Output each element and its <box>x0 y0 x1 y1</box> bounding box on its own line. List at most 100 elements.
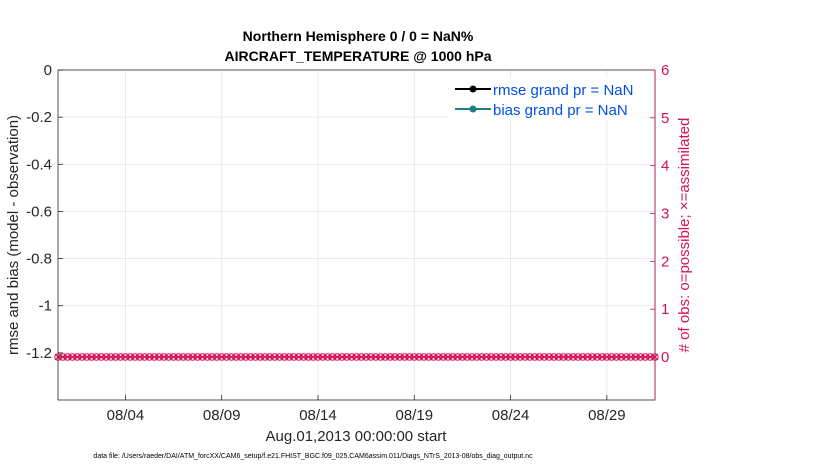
x-tick-label: 08/24 <box>492 407 530 424</box>
obs-possible-point <box>102 353 110 361</box>
obs-possible-point <box>155 353 163 361</box>
obs-possible-point <box>174 353 183 361</box>
y-tick-label: -0.4 <box>26 156 52 173</box>
obs-possible-point <box>78 353 86 361</box>
obs-possible-point <box>511 353 520 361</box>
obs-possible-point <box>131 353 139 361</box>
obs-possible-point <box>83 353 91 361</box>
x-tick-label: 08/14 <box>299 407 337 424</box>
obs-possible-point <box>622 353 630 361</box>
obs-possible-point <box>126 353 134 361</box>
obs-possible-point <box>295 353 303 361</box>
obs-possible-point <box>213 353 221 361</box>
y-tick-label: -0.6 <box>26 203 52 220</box>
obs-possible-point <box>237 353 245 361</box>
obs-possible-point <box>121 353 130 361</box>
obs-possible-point <box>405 353 414 361</box>
y2-tick-label: 3 <box>661 206 669 223</box>
obs-possible-point <box>463 353 471 361</box>
obs-possible-point <box>73 353 81 361</box>
obs-possible-point <box>160 353 168 361</box>
obs-possible-point <box>564 353 573 361</box>
obs-possible-point <box>145 353 154 361</box>
obs-possible-point <box>555 353 563 361</box>
obs-possible-point <box>352 353 361 361</box>
obs-possible-point <box>381 353 390 361</box>
obs-possible-point <box>396 353 404 361</box>
obs-possible-point <box>579 353 587 361</box>
obs-possible-point <box>458 353 467 361</box>
y-tick-label: -0.2 <box>26 109 52 126</box>
data-file-footnote: data file: /Users/raeder/DAI/ATM_forcXX/… <box>93 453 533 460</box>
obs-possible-point <box>343 353 351 361</box>
y2-tick-label: 4 <box>661 158 669 175</box>
obs-possible-point <box>251 353 260 361</box>
obs-possible-point <box>574 353 582 361</box>
obs-possible-point <box>468 353 476 361</box>
obs-possible-point <box>112 353 120 361</box>
obs-possible-point <box>598 353 606 361</box>
obs-possible-point <box>516 353 524 361</box>
obs-possible-point <box>400 353 409 361</box>
legend-bias-label: bias grand pr = NaN <box>493 102 628 119</box>
obs-possible-point <box>304 353 313 361</box>
legend-rmse-label: rmse grand pr = NaN <box>493 82 633 99</box>
y-tick-label: -1.2 <box>26 345 52 362</box>
obs-possible-point <box>425 353 433 361</box>
obs-possible-point <box>193 353 202 361</box>
obs-possible-point <box>107 353 115 361</box>
obs-possible-point <box>88 353 96 361</box>
obs-possible-point <box>420 353 428 361</box>
y-tick-label: -1 <box>39 298 52 315</box>
obs-possible-point <box>492 353 500 361</box>
obs-possible-point <box>270 353 279 361</box>
legend: rmse grand pr = NaN bias grand pr = NaN <box>448 78 647 120</box>
y2-tick-label: 6 <box>661 62 669 79</box>
obs-possible-point <box>583 353 592 361</box>
obs-possible-point <box>179 353 187 361</box>
obs-possible-point <box>261 353 269 361</box>
obs-possible-point <box>376 353 385 361</box>
x-axis-label: Aug.01,2013 00:00:00 start <box>266 428 448 445</box>
x-tick-label: 08/09 <box>203 407 241 424</box>
obs-possible-point <box>497 353 505 361</box>
x-tick-label: 08/04 <box>107 407 145 424</box>
y2-tick-label: 0 <box>661 349 669 366</box>
x-tick-label: 08/29 <box>588 407 626 424</box>
obs-possible-point <box>372 353 380 361</box>
obs-possible-point <box>593 353 601 361</box>
obs-possible-point <box>232 353 240 361</box>
x-tick-label: 08/19 <box>396 407 434 424</box>
obs-possible-point <box>569 353 577 361</box>
obs-possible-point <box>444 353 452 361</box>
obs-possible-point <box>410 353 418 361</box>
obs-possible-point <box>217 353 226 361</box>
obs-possible-point <box>59 353 67 361</box>
obs-possible-point <box>530 353 539 361</box>
obs-possible-point <box>338 353 346 361</box>
obs-possible-point <box>502 353 510 361</box>
obs-possible-point <box>617 353 625 361</box>
obs-possible-point <box>169 353 178 361</box>
obs-possible-point <box>612 353 621 361</box>
obs-possible-point <box>434 353 443 361</box>
obs-possible-point <box>415 353 423 361</box>
obs-possible-point <box>165 353 173 361</box>
y-tick-label: 0 <box>44 62 52 79</box>
obs-possible-point <box>299 353 308 361</box>
obs-possible-point <box>203 353 211 361</box>
obs-possible-point <box>256 353 264 361</box>
obs-possible-point <box>482 353 491 361</box>
obs-possible-point <box>208 353 216 361</box>
y2-tick-label: 5 <box>661 110 669 127</box>
obs-possible-point <box>362 353 370 361</box>
obs-possible-point <box>477 353 486 361</box>
obs-possible-point <box>198 353 207 361</box>
obs-possible-point <box>63 353 72 361</box>
obs-possible-point <box>526 353 534 361</box>
obs-possible-point <box>429 353 438 361</box>
obs-possible-point <box>333 353 341 361</box>
obs-possible-point <box>309 353 317 361</box>
obs-possible-point <box>68 353 77 361</box>
